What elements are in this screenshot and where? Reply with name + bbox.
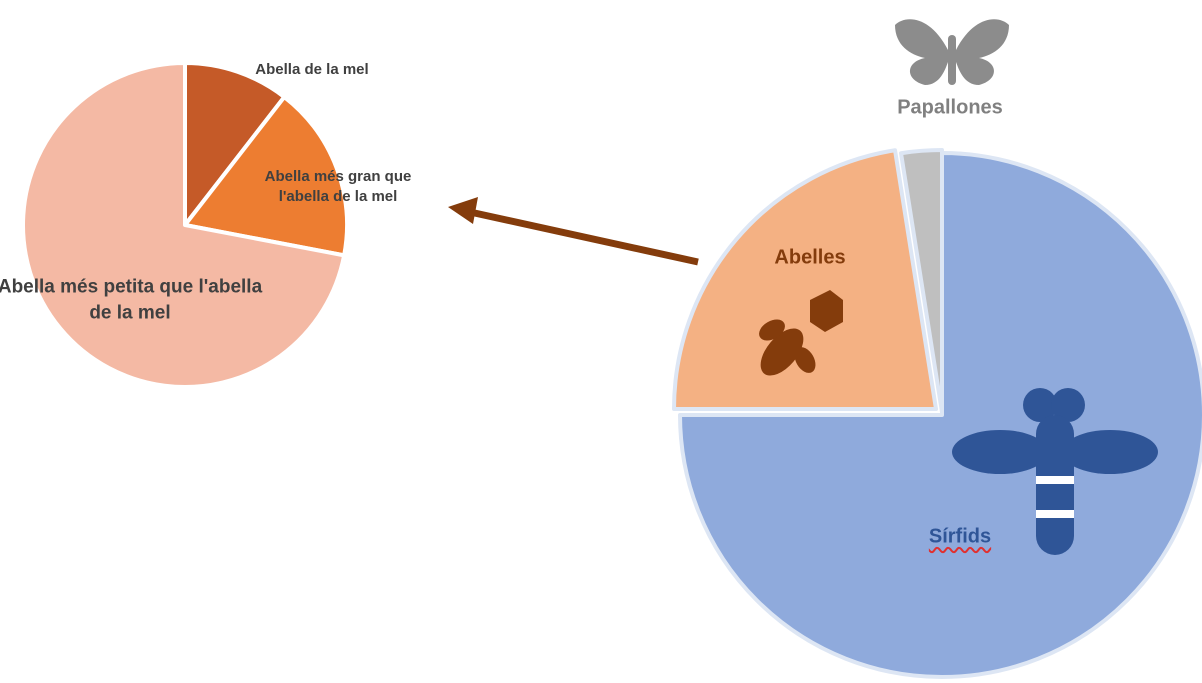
pie-slice	[21, 61, 347, 389]
fly-stripe	[1036, 510, 1074, 518]
slice-label: Abella més gran que l'abella de la mel	[264, 167, 412, 205]
pie-slice	[183, 94, 349, 258]
fly-eye	[1023, 388, 1057, 422]
bee-wing	[794, 347, 816, 373]
fly-stripe	[1036, 476, 1074, 484]
bee-wing	[759, 319, 785, 341]
fly-body	[1036, 415, 1074, 555]
bee-body	[760, 328, 804, 376]
bee-icon	[759, 290, 843, 376]
fly-eye	[1051, 388, 1085, 422]
slice-label: Sírfids	[928, 525, 992, 548]
butterfly-wing	[956, 19, 1009, 85]
pie-slice	[899, 148, 944, 414]
arrow-head	[448, 197, 478, 224]
slice-label: Papallones	[897, 96, 1003, 119]
arrow-line	[469, 208, 699, 266]
fly-wing	[952, 430, 1048, 474]
hoverfly-icon	[952, 388, 1158, 555]
pie-slice	[672, 148, 938, 411]
butterfly-wing	[895, 19, 948, 85]
slice-label: Abelles	[774, 246, 846, 269]
butterfly-icon	[895, 19, 1009, 85]
fly-wing	[1062, 430, 1158, 474]
butterfly-body	[948, 35, 956, 85]
slice-label: Abella més petita que l'abella de la mel	[0, 276, 263, 323]
pie-slice	[678, 151, 1202, 679]
pie-slice	[183, 61, 287, 227]
slice-label: Abella de la mel	[255, 60, 369, 78]
bee-hive	[810, 290, 843, 332]
